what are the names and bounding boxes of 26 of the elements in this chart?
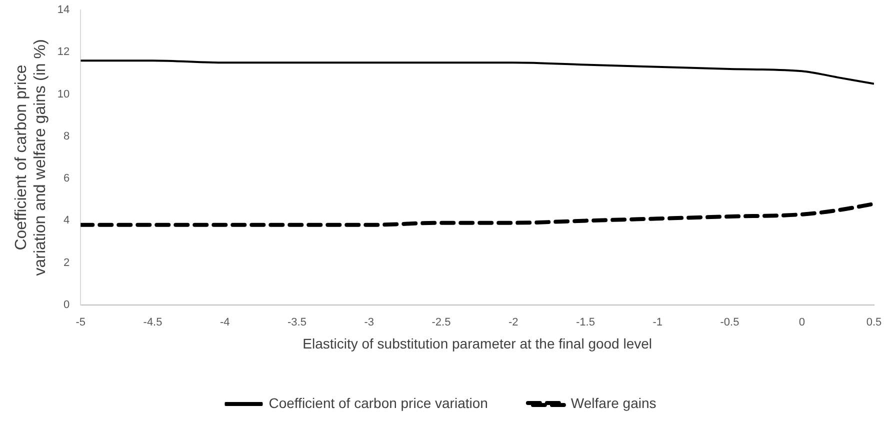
x-tick-label: 0 [798,316,805,329]
line-series [80,60,874,85]
legend-label: Coefficient of carbon price variation [268,394,488,411]
x-tick-label: 0.5 [866,316,882,329]
y-tick-label: 12 [57,46,70,58]
x-tick-label: -4.5 [143,316,162,329]
x-tick-label: -3.5 [288,316,306,329]
x-tick-label: -0.5 [720,316,740,329]
y-tick-label: 10 [57,88,70,100]
y-tick-label: 8 [64,130,70,142]
y-tick-label: 14 [57,4,70,16]
y-axis-title: Coefficient of carbon price variation and welfare gains (in %) [13,39,50,276]
y-tick-label: 0 [64,299,70,312]
x-axis-title: Elasticity of substitution parameter at the final good level [302,335,652,352]
line-series [80,202,874,227]
y-tick-label: 6 [64,172,70,185]
x-tick-label: -3 [364,316,374,329]
y-tick-label: 2 [64,256,70,269]
y-tick-label: 4 [64,214,70,227]
x-tick-label: -2.5 [432,316,451,329]
x-tick-label: -1 [652,316,663,329]
legend-label: Welfare gains [570,394,656,411]
x-tick-label: -1.5 [576,316,595,329]
x-tick-label: -4 [220,316,230,329]
x-tick-label: -5 [76,316,86,329]
x-tick-label: -2 [508,316,518,329]
